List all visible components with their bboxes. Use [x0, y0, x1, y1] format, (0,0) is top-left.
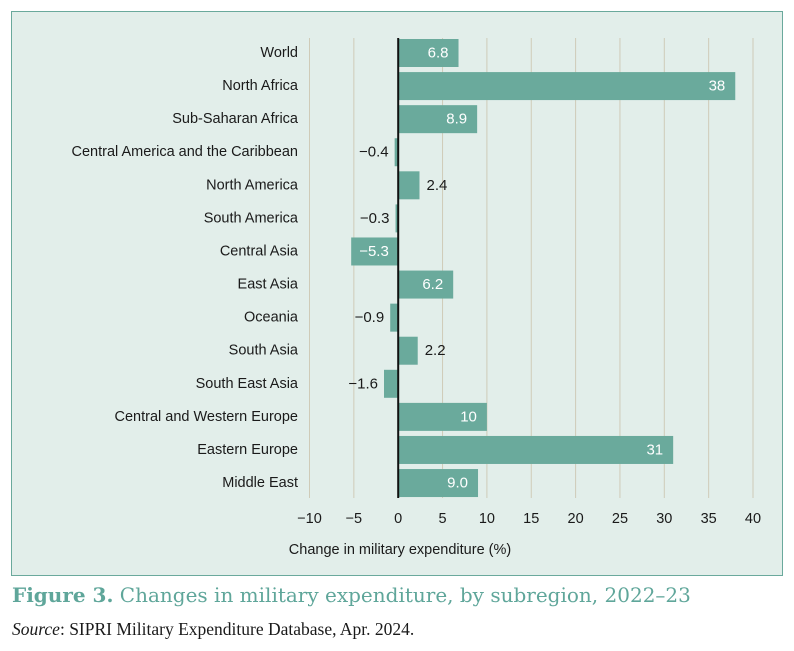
category-label: Middle East [222, 475, 298, 491]
x-tick-label: 5 [439, 511, 447, 527]
category-label: Central and Western Europe [114, 409, 298, 425]
source-note: Source: SIPRI Military Expenditure Datab… [12, 619, 782, 640]
value-label: −0.3 [360, 210, 390, 227]
category-label: South America [204, 210, 299, 226]
x-tick-label: −10 [297, 511, 322, 527]
bar [384, 369, 399, 398]
value-label: −0.4 [359, 144, 389, 161]
bar [398, 336, 418, 365]
value-label: −0.9 [355, 309, 385, 326]
category-label: Sub-Saharan Africa [172, 111, 299, 127]
value-label: 38 [709, 78, 726, 95]
source-label: Source [12, 619, 60, 639]
bar [398, 402, 487, 431]
bar-chart: World 6.8 North Africa 38 Sub-Saharan Africa… [72, 38, 761, 558]
bar [398, 469, 479, 498]
category-label: Central America and the Caribbean [72, 144, 299, 160]
figure-label: Figure 3. [12, 583, 114, 607]
bar [398, 270, 454, 299]
value-label: 6.8 [428, 45, 449, 62]
bar [398, 171, 420, 200]
category-label: Eastern Europe [197, 442, 298, 458]
x-axis-title: Change in military expenditure (%) [289, 542, 511, 558]
category-label: South East Asia [196, 376, 299, 392]
bar [398, 72, 736, 101]
category-label: Oceania [244, 310, 299, 326]
value-label: 2.4 [426, 177, 447, 194]
category-label: Central Asia [220, 243, 299, 259]
x-tick-label: 10 [479, 511, 495, 527]
category-label: South Asia [229, 343, 299, 359]
x-tick-label: 25 [612, 511, 628, 527]
x-tick-label: 15 [523, 511, 539, 527]
category-label: East Asia [238, 277, 299, 293]
value-label: 9.0 [447, 475, 468, 492]
x-tick-label: −5 [346, 511, 363, 527]
x-tick-label: 20 [568, 511, 584, 527]
x-tick-label: 30 [656, 511, 672, 527]
bar [394, 138, 399, 167]
x-tick-label: 0 [394, 511, 402, 527]
category-label: North America [206, 177, 299, 193]
value-label: −5.3 [359, 243, 389, 260]
value-label: 31 [646, 441, 663, 458]
bar [398, 105, 478, 134]
value-label: 8.9 [446, 111, 467, 128]
category-label: World [260, 45, 298, 61]
bar [351, 237, 399, 266]
value-label: 6.2 [422, 276, 443, 293]
bar [395, 204, 399, 233]
bar [398, 39, 459, 67]
figure-caption: Figure 3. Changes in military expenditur… [12, 583, 782, 607]
source-text: : SIPRI Military Expenditure Database, A… [59, 619, 415, 639]
figure-title: Changes in military expenditure, by subr… [119, 583, 691, 607]
category-label: North Africa [222, 78, 299, 94]
chart-panel: World 6.8 North Africa 38 Sub-Saharan Africa… [11, 11, 783, 576]
value-label: 10 [460, 408, 477, 425]
value-label: −1.6 [348, 375, 378, 392]
x-tick-label: 35 [701, 511, 717, 527]
x-tick-label: 40 [745, 511, 761, 527]
bar [398, 435, 674, 464]
bar [390, 303, 399, 332]
value-label: 2.2 [425, 342, 446, 359]
